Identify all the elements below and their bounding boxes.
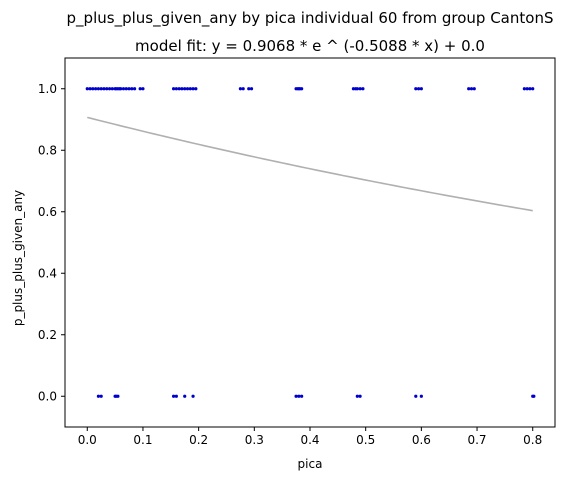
data-point bbox=[185, 87, 190, 91]
y-axis-label: p_plus_plus_given_any bbox=[11, 190, 25, 326]
data-point bbox=[91, 87, 95, 91]
data-point bbox=[174, 394, 178, 398]
x-tick-label: 0.1 bbox=[133, 433, 152, 447]
x-tick-label: 0.6 bbox=[412, 433, 431, 447]
data-point bbox=[358, 87, 362, 91]
x-tick-label: 0.4 bbox=[300, 433, 319, 447]
data-point bbox=[180, 87, 184, 91]
data-point bbox=[247, 87, 251, 91]
x-tick-label: 0.7 bbox=[467, 433, 486, 447]
plot-area bbox=[64, 57, 556, 428]
data-point bbox=[355, 87, 359, 91]
data-point bbox=[249, 87, 254, 91]
data-point bbox=[171, 87, 176, 91]
data-point bbox=[133, 87, 137, 91]
data-point bbox=[469, 87, 474, 91]
y-tick-label: 1.0 bbox=[38, 82, 57, 96]
fit-curve bbox=[87, 116, 533, 212]
x-tick-label: 0.0 bbox=[78, 433, 97, 447]
data-point bbox=[241, 87, 245, 91]
data-point bbox=[96, 394, 101, 398]
data-point bbox=[85, 87, 89, 91]
x-tick-label: 0.8 bbox=[523, 433, 542, 447]
data-point bbox=[138, 87, 142, 91]
data-point bbox=[467, 87, 471, 91]
data-point bbox=[300, 394, 304, 398]
y-axis-ticks: 0.0 0.2 0.4 0.6 0.8 1.0 bbox=[38, 82, 65, 403]
data-point bbox=[414, 394, 418, 398]
y-tick-label: 0.2 bbox=[38, 328, 57, 342]
data-point bbox=[419, 394, 423, 398]
data-point bbox=[107, 87, 112, 91]
data-point bbox=[472, 87, 476, 91]
x-tick-label: 0.5 bbox=[356, 433, 375, 447]
data-point bbox=[171, 394, 176, 398]
y-tick-label: 0.4 bbox=[38, 266, 57, 280]
data-point bbox=[88, 87, 92, 91]
data-point bbox=[105, 87, 109, 91]
data-point bbox=[174, 87, 178, 91]
data-point bbox=[297, 394, 301, 398]
data-point bbox=[121, 87, 126, 91]
data-point bbox=[361, 87, 365, 91]
data-point bbox=[238, 87, 242, 91]
data-point bbox=[531, 87, 535, 91]
data-point bbox=[419, 87, 423, 91]
data-point bbox=[183, 87, 187, 91]
data-point bbox=[177, 87, 181, 91]
data-point bbox=[110, 87, 114, 91]
data-point bbox=[191, 394, 195, 398]
data-point bbox=[416, 87, 421, 91]
chart-title: p_plus_plus_given_any by pica individual… bbox=[67, 9, 554, 28]
y-tick-label: 0.6 bbox=[38, 205, 57, 219]
data-point bbox=[102, 87, 106, 91]
data-point bbox=[119, 87, 123, 91]
data-point bbox=[294, 394, 298, 398]
x-axis-label: pica bbox=[298, 457, 323, 471]
data-point bbox=[528, 87, 532, 91]
data-point bbox=[522, 87, 526, 91]
data-point bbox=[525, 87, 529, 91]
x-axis-ticks: 0.0 0.1 0.2 0.3 0.4 0.5 0.6 0.7 0.8 bbox=[78, 427, 542, 447]
x-tick-label: 0.3 bbox=[245, 433, 264, 447]
data-point bbox=[99, 87, 103, 91]
data-point bbox=[127, 87, 131, 91]
y-tick-label: 0.8 bbox=[38, 143, 57, 157]
x-tick-label: 0.2 bbox=[189, 433, 208, 447]
data-point bbox=[351, 87, 356, 91]
data-point bbox=[532, 394, 536, 398]
data-point bbox=[116, 394, 120, 398]
data-point bbox=[191, 87, 195, 91]
data-point bbox=[96, 87, 101, 91]
data-point bbox=[414, 87, 418, 91]
data-point bbox=[358, 394, 362, 398]
data-point bbox=[94, 87, 98, 91]
data-point bbox=[141, 87, 145, 91]
data-point bbox=[188, 87, 192, 91]
data-point bbox=[194, 87, 198, 91]
axes-frame bbox=[64, 57, 556, 428]
y-tick-label: 0.0 bbox=[38, 389, 57, 403]
data-point bbox=[124, 87, 128, 91]
chart-subtitle: model fit: y = 0.9068 * e ^ (-0.5088 * x… bbox=[135, 37, 485, 55]
data-point bbox=[183, 394, 187, 398]
data-point bbox=[99, 394, 103, 398]
data-point bbox=[300, 87, 304, 91]
data-point bbox=[355, 394, 359, 398]
data-point bbox=[130, 87, 134, 91]
